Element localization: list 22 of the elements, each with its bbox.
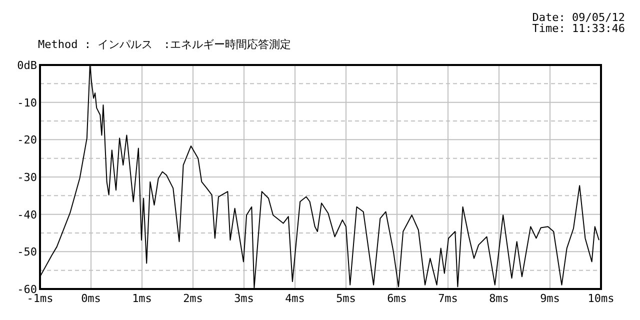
x-tick-label: 3ms [234,292,254,305]
x-tick-label: 0ms [81,292,101,305]
text: Time: 11:33:46 [532,22,625,35]
x-tick-label: 5ms [336,292,356,305]
text: Date: 09/05/12 [532,11,625,24]
x-tick-label: 1ms [132,292,152,305]
y-tick-label: -30 [17,171,37,184]
x-tick-label: -1ms [26,292,54,305]
line-series [40,64,600,288]
x-tick-label: 9ms [540,292,560,305]
x-tick-label: 2ms [183,292,203,305]
y-tick-label: -50 [17,246,37,259]
y-tick-label: -10 [17,96,37,110]
x-tick-label: 7ms [438,292,458,305]
y-tick-label: -20 [17,134,37,147]
y-tick-label: 0dB [17,59,38,72]
x-tick-label: 6ms [387,292,407,305]
x-tick-label: 8ms [489,292,509,305]
chart-subtitle: Method : インパルス :エネルギー時間応答測定 [38,38,292,51]
y-tick-label: -40 [17,208,37,222]
x-tick-label: 10ms [588,292,614,305]
x-tick-label: 4ms [285,292,305,305]
